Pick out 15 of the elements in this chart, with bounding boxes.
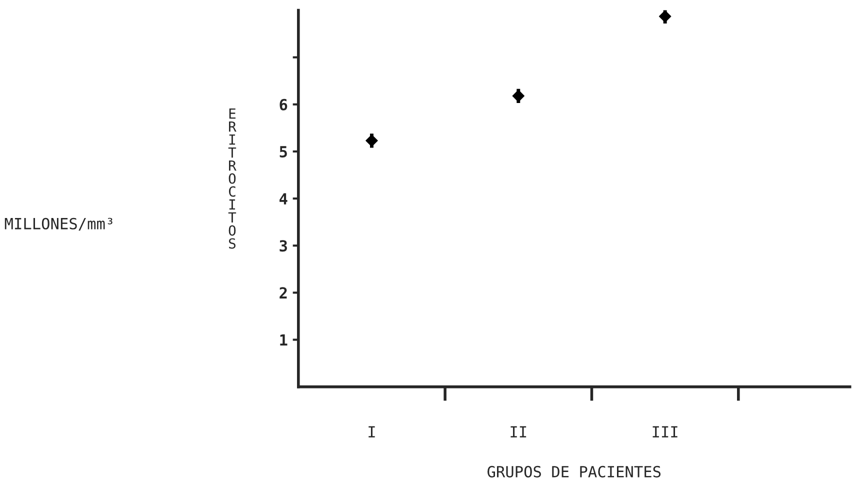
x-tick-label: III [652,426,678,438]
y-tick-label: 4 [280,193,288,204]
y-tick-label: 6 [280,98,288,110]
text: MILLONES/mm³ [4,218,112,231]
y-tick-label: 1 [280,334,288,346]
point [658,10,672,23]
y-tick-label: 2 [280,287,287,298]
x-tick-label: II [510,426,526,438]
point [366,134,378,147]
text: ERITROCITOS [228,108,236,249]
x-axis-title: GRUPOS DE PACIENTES [488,466,661,478]
y-tick-label: 3 [280,240,287,252]
y-tick-label: 5 [280,146,287,158]
point [512,90,525,102]
x-tick-label: I [368,426,375,438]
